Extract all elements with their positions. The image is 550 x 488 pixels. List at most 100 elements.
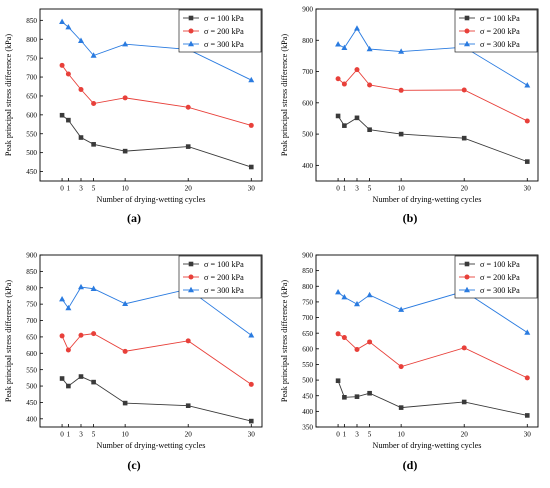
data-point: [398, 364, 404, 370]
y-tick-label: 350: [302, 424, 313, 432]
data-point: [65, 71, 71, 77]
data-point: [524, 413, 530, 418]
data-point: [354, 394, 360, 399]
series-s200: [335, 331, 530, 381]
data-point: [122, 148, 128, 154]
data-point: [90, 52, 97, 58]
y-tick-label: 800: [302, 283, 313, 291]
data-point: [461, 135, 467, 141]
y-tick-label: 700: [302, 68, 313, 76]
legend-label: σ = 300 kPa: [204, 286, 244, 295]
data-point: [59, 296, 66, 302]
legend-swatch-marker: [464, 286, 470, 293]
series-line: [61, 333, 252, 385]
y-tick-label: 650: [26, 93, 37, 101]
series-s100: [59, 374, 254, 424]
data-point: [185, 338, 191, 344]
legend-label: σ = 100 kPa: [204, 260, 244, 269]
data-point: [65, 304, 72, 311]
x-tick-label: 3: [79, 431, 83, 439]
y-tick-label: 700: [302, 314, 313, 322]
x-tick-label: 30: [248, 431, 256, 439]
y-tick-label: 900: [302, 6, 313, 14]
x-tick-label: 30: [248, 185, 256, 193]
data-point: [341, 335, 347, 341]
data-point: [367, 390, 372, 396]
data-point: [185, 144, 191, 149]
y-tick-label: 900: [302, 252, 313, 260]
legend-swatch-marker: [188, 15, 194, 21]
y-tick-label: 800: [26, 36, 37, 44]
data-point: [524, 118, 530, 124]
panel-caption-c: (c): [127, 458, 141, 472]
data-point: [354, 67, 360, 73]
legend-label: σ = 300 kPa: [480, 286, 520, 295]
data-point: [461, 87, 467, 93]
legend-swatch-marker: [188, 286, 194, 293]
data-point: [367, 82, 373, 88]
y-tick-label: 650: [26, 334, 37, 342]
legend-label: σ = 300 kPa: [480, 40, 520, 49]
series-line: [337, 115, 528, 163]
data-point: [342, 123, 347, 128]
y-tick-label: 800: [26, 284, 37, 292]
x-axis-label: Number of drying-wetting cycles: [373, 195, 482, 204]
x-tick-label: 20: [461, 431, 469, 439]
data-point: [335, 41, 342, 47]
data-point: [335, 378, 341, 384]
data-point: [91, 142, 96, 147]
y-tick-label: 600: [26, 111, 37, 119]
legend-label: σ = 300 kPa: [204, 40, 244, 49]
plot-frame: [315, 8, 539, 182]
x-tick-label: 1: [343, 431, 347, 439]
data-point: [367, 127, 372, 133]
data-point: [353, 25, 360, 31]
x-tick-label: 3: [355, 431, 359, 439]
series-s100: [335, 378, 530, 418]
x-tick-label: 5: [368, 185, 372, 193]
data-point: [185, 403, 191, 409]
data-point: [248, 332, 255, 338]
y-tick-label: 550: [26, 130, 37, 138]
data-point: [461, 345, 467, 351]
data-point: [78, 87, 84, 93]
chart-panel-d: 350 400 450 500 550 600 650 700 750 800 850 900 0 1 3 5…: [280, 252, 539, 450]
chart-panel-c: 400 450 500 550 600 650 700 750 800 850 900 0 1 3 5 10 2…: [4, 252, 263, 450]
data-point: [335, 289, 342, 295]
y-tick-label: 400: [302, 162, 313, 170]
series-s100: [335, 113, 530, 164]
x-tick-label: 20: [185, 185, 193, 193]
data-point: [91, 331, 97, 337]
y-tick-label: 500: [26, 149, 37, 157]
y-tick-label: 600: [26, 350, 37, 358]
y-tick-label: 450: [302, 392, 313, 400]
data-point: [524, 159, 530, 164]
y-tick-label: 800: [302, 37, 313, 45]
data-point: [78, 374, 84, 379]
series-line: [61, 376, 252, 422]
data-point: [122, 400, 128, 406]
data-point: [122, 300, 129, 307]
data-point: [367, 339, 373, 345]
y-tick-label: 400: [26, 415, 37, 423]
x-tick-label: 1: [67, 431, 71, 439]
plot-frame: [39, 254, 263, 428]
data-point: [524, 329, 531, 335]
panel-caption-b: (b): [402, 211, 418, 225]
x-axis-label: Number of drying-wetting cycles: [97, 195, 206, 204]
data-point: [354, 346, 360, 352]
y-axis-label: Peak principal stress difference (kPa): [280, 34, 289, 156]
legend-label: σ = 200 kPa: [480, 273, 520, 282]
y-tick-label: 550: [302, 361, 313, 369]
data-point: [59, 18, 66, 25]
data-point: [341, 294, 348, 300]
legend: σ = 100 kPa σ = 200 kPa σ = 300 kPa: [178, 255, 262, 299]
data-point: [59, 112, 65, 118]
series-line: [337, 68, 528, 122]
x-tick-label: 30: [524, 185, 532, 193]
legend-swatch-marker: [188, 274, 194, 280]
data-point: [342, 394, 347, 400]
legend-swatch-marker: [464, 261, 470, 267]
x-tick-label: 5: [92, 185, 96, 193]
x-tick-label: 3: [79, 185, 83, 193]
